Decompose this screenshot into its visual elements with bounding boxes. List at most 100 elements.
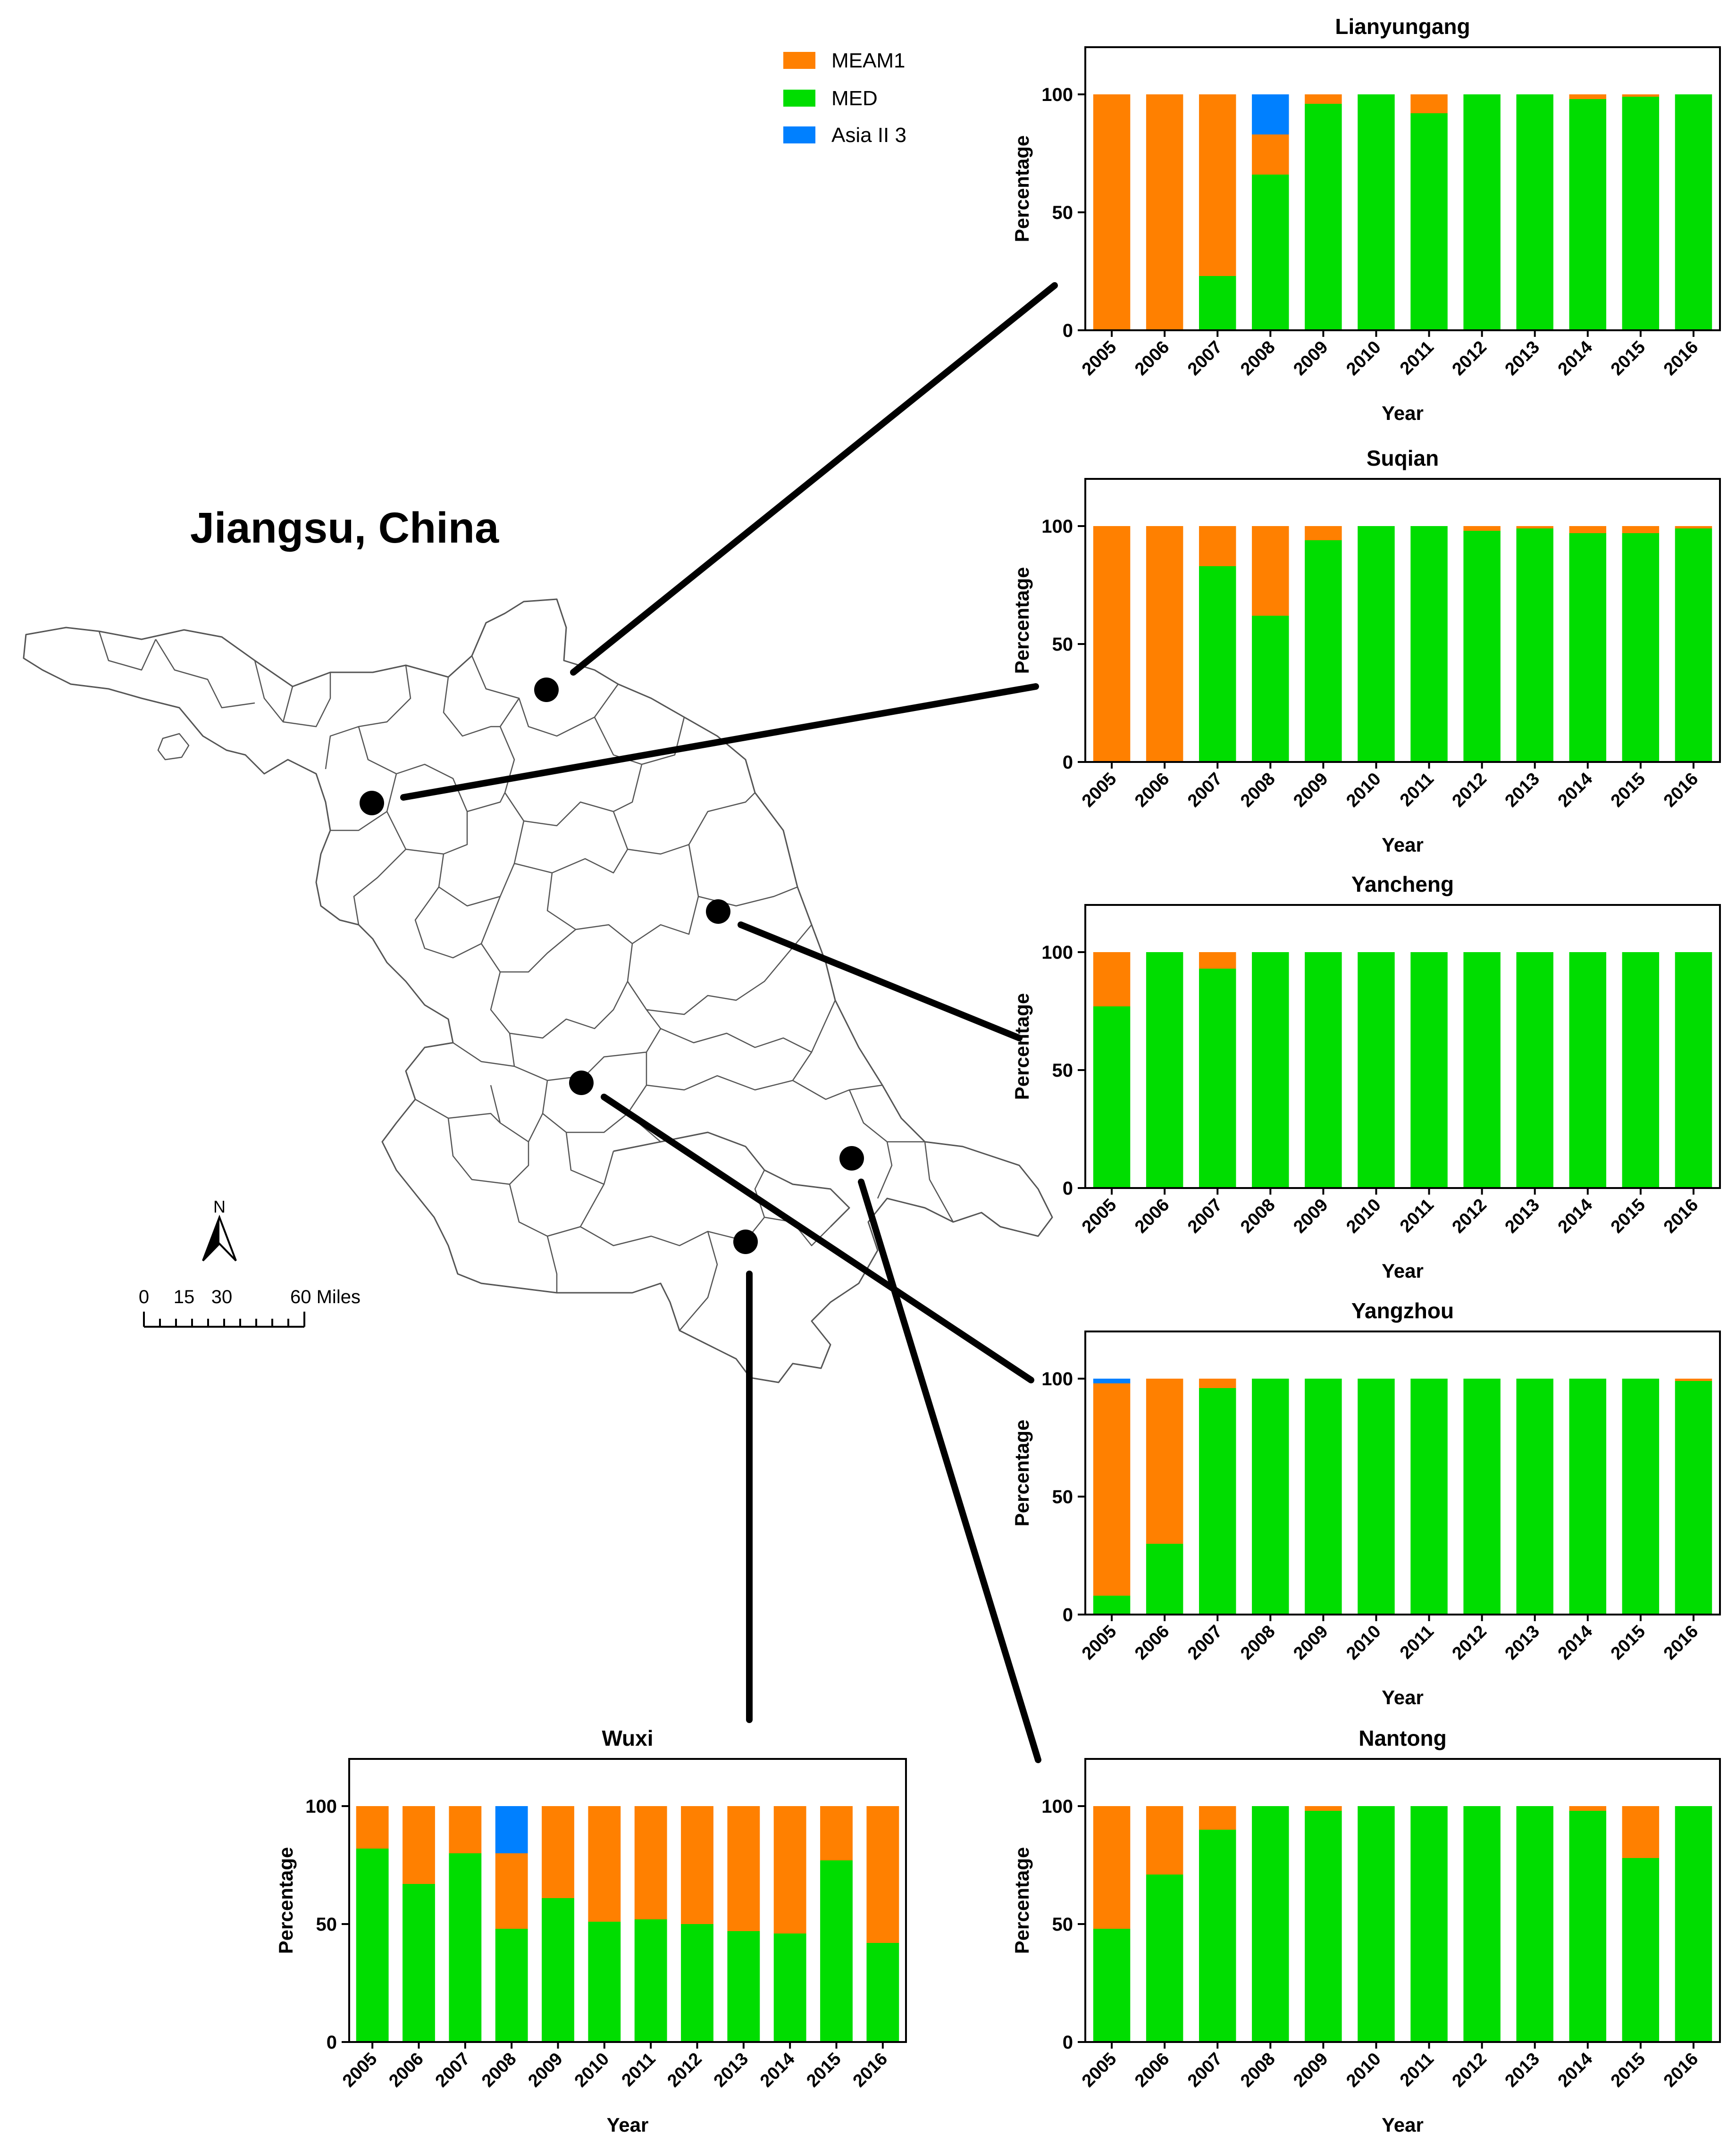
bar-yangzhou-2005-meam1 (1093, 1383, 1131, 1596)
x-axis-label: Year (1382, 402, 1424, 424)
y-tick-label: 50 (1052, 202, 1073, 223)
x-axis-label: Year (1382, 834, 1424, 856)
bar-lianyungang-2009-meam1 (1305, 94, 1342, 104)
x-tick-label: 2014 (1554, 2049, 1596, 2091)
bar-yangzhou-2007-meam1 (1199, 1379, 1236, 1388)
bar-lianyungang-2008-asia-ii-3 (1252, 94, 1289, 134)
bar-yancheng-2011-med (1410, 952, 1448, 1188)
plot-frame-lianyungang (1084, 46, 1721, 331)
x-tick-label: 2013 (1501, 1622, 1543, 1664)
x-tick-label: 2007 (1184, 2049, 1226, 2091)
bar-wuxi-2009-meam1 (542, 1806, 574, 1898)
bar-suqian-2011-med (1410, 526, 1448, 762)
bar-suqian-2005-meam1 (1093, 526, 1131, 762)
bar-wuxi-2012-med (681, 1924, 713, 2042)
district-borders (155, 639, 954, 1331)
bar-yancheng-2012-med (1463, 952, 1501, 1188)
legend-label-meam1: MEAM1 (831, 49, 905, 72)
bar-wuxi-2005-meam1 (356, 1806, 389, 1849)
bar-lianyungang-2008-meam1 (1252, 134, 1289, 175)
bar-yangzhou-2007-med (1199, 1388, 1236, 1615)
bar-nantong-2005-med (1093, 1929, 1131, 2042)
x-tick-label: 2014 (1554, 337, 1596, 379)
x-tick-label: 2012 (1449, 337, 1491, 379)
x-tick-label: 2013 (1501, 337, 1543, 379)
bar-yancheng-2010-med (1358, 952, 1395, 1188)
x-tick-label: 2010 (571, 2049, 613, 2091)
bar-wuxi-2005-med (356, 1849, 389, 2042)
bar-yancheng-2005-meam1 (1093, 952, 1131, 1006)
bar-wuxi-2016-med (866, 1943, 899, 2042)
x-tick-label: 2016 (1660, 2049, 1702, 2091)
y-tick-label: 100 (1041, 1796, 1073, 1817)
bar-wuxi-2010-med (588, 1922, 621, 2042)
bar-nantong-2016-med (1675, 1806, 1712, 2042)
bar-lianyungang-2006-meam1 (1146, 94, 1183, 330)
x-tick-label: 2005 (1078, 337, 1120, 379)
x-tick-label: 2010 (1342, 1622, 1384, 1664)
bar-nantong-2006-med (1146, 1875, 1183, 2042)
x-tick-label: 2005 (339, 2049, 381, 2091)
bar-yancheng-2007-meam1 (1199, 952, 1236, 969)
y-tick-label: 0 (1063, 1605, 1073, 1625)
y-tick-label: 100 (1041, 516, 1073, 537)
x-tick-label: 2012 (1449, 1195, 1491, 1237)
x-tick-label: 2011 (1396, 337, 1438, 379)
bar-suqian-2009-med (1305, 540, 1342, 762)
plot-frame-wuxi (348, 1758, 907, 2043)
bar-lianyungang-2011-med (1410, 113, 1448, 330)
bar-yangzhou-2016-med (1675, 1381, 1712, 1615)
x-tick-label: 2016 (1660, 1195, 1702, 1237)
map-title: Jiangsu, China (190, 504, 499, 552)
x-tick-label: 2012 (663, 2049, 705, 2091)
bar-yancheng-2013-med (1516, 952, 1553, 1188)
y-tick-label: 100 (1041, 1369, 1073, 1389)
bar-yancheng-2008-med (1252, 952, 1289, 1188)
bar-nantong-2008-med (1252, 1806, 1289, 2042)
bar-nantong-2009-med (1305, 1811, 1342, 2042)
x-tick-label: 2010 (1342, 1195, 1384, 1237)
bar-yancheng-2006-med (1146, 952, 1183, 1188)
bar-nantong-2005-meam1 (1093, 1806, 1131, 1929)
x-tick-label: 2015 (1607, 2049, 1649, 2091)
x-tick-label: 2014 (756, 2049, 798, 2091)
x-tick-label: 2006 (1131, 337, 1173, 379)
y-axis-label: Percentage (1011, 567, 1033, 674)
connector-lianyungang (570, 282, 1058, 676)
bar-wuxi-2010-meam1 (588, 1806, 621, 1922)
x-tick-label: 2008 (1237, 769, 1279, 811)
x-tick-label: 2014 (1554, 769, 1596, 811)
y-tick-label: 0 (1063, 1178, 1073, 1199)
connector-nantong (858, 1179, 1041, 1763)
chart-title-nantong: Nantong (1359, 1726, 1447, 1750)
y-tick-label: 50 (1052, 1914, 1073, 1935)
bar-wuxi-2015-med (820, 1860, 853, 2042)
chart-title-wuxi: Wuxi (602, 1726, 653, 1750)
scale-label-30: 30 (211, 1287, 233, 1307)
bar-suqian-2014-meam1 (1569, 526, 1607, 533)
bar-wuxi-2014-meam1 (773, 1806, 806, 1933)
x-tick-label: 2008 (1237, 2049, 1279, 2091)
lake-outline (157, 733, 190, 761)
x-tick-label: 2007 (1184, 337, 1226, 379)
bar-nantong-2015-med (1622, 1858, 1660, 2042)
x-tick-label: 2016 (849, 2049, 891, 2091)
legend-label-med: MED (831, 87, 878, 110)
bar-lianyungang-2012-med (1463, 94, 1501, 330)
x-tick-label: 2013 (1501, 2049, 1543, 2091)
y-tick-label: 50 (316, 1914, 337, 1935)
x-tick-label: 2011 (618, 2049, 660, 2091)
map-connectors (400, 282, 1058, 1763)
x-tick-label: 2006 (1131, 1622, 1173, 1664)
bar-wuxi-2011-meam1 (634, 1806, 667, 1919)
x-tick-label: 2009 (1290, 769, 1332, 811)
bar-lianyungang-2014-meam1 (1569, 94, 1607, 99)
bar-lianyungang-2014-med (1569, 99, 1607, 330)
x-axis-label: Year (607, 2114, 649, 2136)
scale-label-60: 60 Miles (290, 1287, 361, 1307)
bar-wuxi-2016-meam1 (866, 1806, 899, 1943)
bar-suqian-2009-meam1 (1305, 526, 1342, 540)
y-axis-label: Percentage (1011, 135, 1033, 242)
